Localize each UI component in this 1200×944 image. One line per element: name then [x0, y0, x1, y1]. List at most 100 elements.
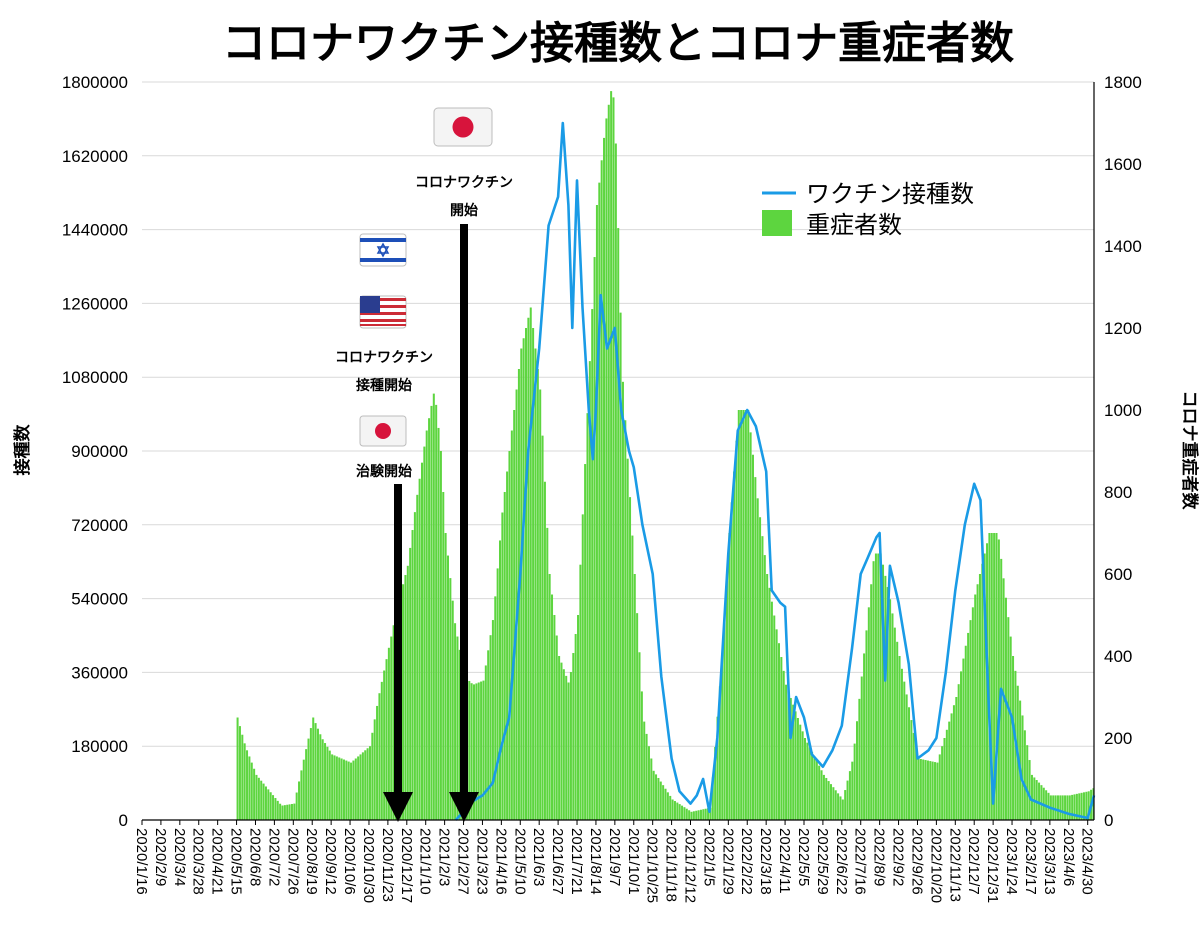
severe-bar [560, 662, 563, 820]
severe-bar [569, 672, 572, 820]
severe-bar [579, 564, 582, 820]
severe-bar [1068, 795, 1071, 820]
severe-bar [1085, 791, 1088, 820]
severe-bar [442, 492, 445, 820]
severe-bar [983, 553, 986, 820]
severe-bar [525, 328, 528, 820]
x-tick-label: 2022/2/22 [738, 828, 755, 895]
severe-bar [470, 683, 473, 820]
severe-bar [553, 615, 556, 820]
right-axis-title: コロナ重症者数 [1179, 391, 1200, 511]
severe-bar [723, 615, 726, 820]
severe-bar [640, 691, 643, 820]
x-tick-label: 2022/12/31 [984, 828, 1001, 903]
severe-bar [761, 536, 764, 820]
severe-bar [288, 804, 291, 820]
severe-bar [506, 471, 509, 820]
severe-bar [785, 684, 788, 820]
severe-bar [338, 757, 341, 820]
legend-bar-swatch [762, 210, 792, 236]
left-tick-label: 1440000 [62, 221, 128, 240]
severe-bar [1007, 617, 1010, 820]
severe-bar [425, 430, 428, 820]
severe-bar [1078, 793, 1081, 820]
x-tick-label: 2023/4/6 [1060, 828, 1077, 886]
severe-bar [494, 596, 497, 820]
severe-bar [1059, 795, 1062, 820]
severe-bar [718, 686, 721, 820]
severe-bar [839, 796, 842, 820]
severe-bar [915, 745, 918, 820]
severe-bar [874, 553, 877, 820]
severe-bar [912, 732, 915, 820]
severe-bar [789, 698, 792, 820]
severe-bar [818, 765, 821, 820]
severe-bar [822, 774, 825, 820]
severe-bar [952, 705, 955, 820]
arrow-vaccine-start [449, 224, 479, 822]
severe-bar [910, 720, 913, 820]
severe-bar [333, 755, 336, 820]
severe-bar [655, 774, 658, 820]
severe-bar [345, 760, 348, 820]
severe-bar [690, 811, 693, 820]
x-tick-label: 2023/2/17 [1022, 828, 1039, 895]
severe-bar [1082, 792, 1085, 820]
x-tick-label: 2021/2/27 [455, 828, 472, 895]
left-tick-label: 900000 [71, 442, 128, 461]
severe-bar [1038, 782, 1041, 820]
severe-bar [489, 635, 492, 820]
severe-bar [243, 743, 246, 820]
severe-bar [763, 555, 766, 820]
severe-bar [971, 607, 974, 820]
severe-bar [993, 533, 996, 820]
severe-bar [808, 747, 811, 820]
severe-bar [423, 446, 426, 820]
right-tick-label: 1600 [1104, 155, 1142, 174]
severe-bar [721, 656, 724, 820]
severe-bar [704, 808, 707, 820]
severe-bar [841, 799, 844, 820]
severe-bar [267, 789, 270, 820]
left-tick-label: 1080000 [62, 368, 128, 387]
severe-bar [908, 707, 911, 820]
severe-bar [856, 721, 859, 820]
severe-bar [555, 635, 558, 820]
severe-bar [548, 574, 551, 820]
severe-bar [792, 704, 795, 820]
severe-bar [402, 584, 405, 820]
severe-bar [562, 669, 565, 820]
severe-bar [924, 760, 927, 820]
right-tick-label: 0 [1104, 811, 1113, 830]
severe-bar [995, 533, 998, 820]
legend: ワクチン接種数 重症者数 [762, 180, 974, 239]
severe-bar [354, 758, 357, 820]
severe-bar [357, 756, 360, 820]
x-tick-label: 2022/1/29 [719, 828, 736, 895]
severe-bar [272, 795, 275, 820]
severe-bar [633, 574, 636, 820]
severe-bar [931, 761, 934, 820]
severe-bar [898, 656, 901, 820]
severe-bar [368, 746, 371, 820]
severe-bar [629, 497, 632, 820]
severe-bar [744, 410, 747, 820]
severe-bar [572, 653, 575, 820]
severe-bar [976, 584, 979, 820]
severe-bar [688, 810, 691, 820]
severe-bar [487, 650, 490, 820]
x-tick-label: 2020/10/6 [341, 828, 358, 895]
severe-bar [997, 539, 1000, 820]
severe-bar [955, 697, 958, 820]
x-tick-label: 2021/3/23 [474, 828, 491, 895]
severe-bar [759, 517, 762, 820]
severe-bar [837, 793, 840, 820]
severe-bar [373, 719, 376, 820]
severe-bar [456, 636, 459, 820]
severe-bar [513, 410, 516, 820]
severe-bar [662, 785, 665, 820]
x-tick-label: 2022/8/9 [871, 828, 888, 886]
severe-bar [331, 754, 334, 820]
x-tick-label: 2021/8/14 [587, 828, 604, 895]
